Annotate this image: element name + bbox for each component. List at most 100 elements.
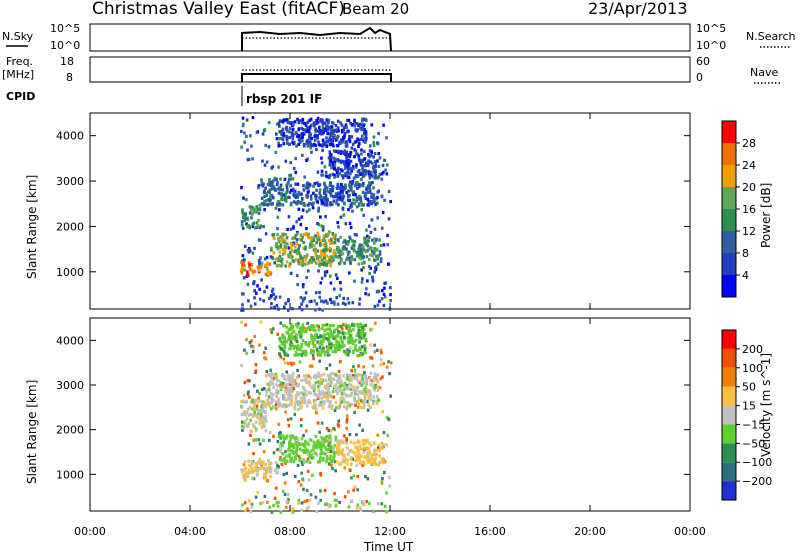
echo-cell: [295, 232, 299, 236]
echo-cell: [316, 340, 319, 344]
echo-cell: [291, 375, 294, 379]
echo-cell: [341, 191, 344, 195]
echo-cell: [338, 197, 341, 202]
echo-cell: [265, 370, 269, 374]
echo-cell: [291, 120, 295, 125]
echo-cell: [322, 456, 325, 461]
echo-cell: [345, 426, 349, 430]
echo-cell: [299, 424, 303, 428]
echo-cell: [347, 387, 350, 391]
echo-cell: [279, 381, 283, 385]
echo-cell: [334, 435, 338, 439]
echo-cell: [385, 136, 388, 140]
echo-cell: [334, 386, 337, 390]
echo-cell: [331, 371, 335, 376]
echo-cell: [313, 138, 317, 142]
echo-cell: [327, 335, 331, 339]
echo-cell: [249, 510, 252, 514]
echo-cell: [288, 452, 291, 456]
echo-cell: [334, 195, 338, 199]
echo-cell: [353, 372, 357, 376]
echo-cell: [318, 188, 322, 192]
echo-cell: [266, 382, 270, 386]
echo-cell: [357, 157, 361, 161]
echo-cell: [262, 182, 266, 186]
echo-cell: [291, 434, 295, 438]
echo-cell: [380, 480, 384, 484]
colorbar-swatch: [722, 348, 736, 368]
echo-cell: [284, 377, 288, 382]
echo-cell: [340, 389, 344, 393]
echo-cell: [364, 455, 367, 459]
echo-cell: [305, 226, 308, 231]
echo-cell: [297, 501, 300, 505]
echo-cell: [284, 404, 288, 408]
echo-cell: [279, 257, 283, 261]
echo-cell: [302, 433, 305, 438]
echo-cell: [294, 258, 298, 262]
echo-cell: [245, 417, 249, 421]
echo-cell: [348, 468, 352, 472]
echo-cell: [358, 302, 361, 306]
echo-cell: [315, 240, 319, 245]
echo-cell: [373, 372, 377, 376]
echo-cell: [349, 387, 353, 391]
echo-cell: [263, 163, 267, 167]
echo-cell: [246, 474, 250, 478]
echo-cell: [247, 299, 250, 303]
echo-cell: [305, 183, 309, 187]
echo-cell: [295, 237, 299, 242]
echo-cell: [320, 249, 323, 253]
echo-cell: [362, 365, 365, 369]
echo-cell: [316, 460, 320, 464]
echo-cell: [289, 203, 293, 207]
echo-cell: [294, 450, 298, 454]
echo-cell: [310, 239, 313, 243]
echo-cell: [306, 457, 310, 461]
echo-cell: [283, 492, 287, 497]
echo-cell: [334, 469, 337, 473]
echo-cell: [292, 330, 296, 334]
echo-cell: [335, 186, 339, 190]
echo-cell: [347, 373, 350, 377]
echo-cell: [329, 449, 333, 454]
echo-cell: [252, 221, 256, 225]
echo-cell: [297, 347, 300, 351]
echo-cell: [256, 224, 260, 228]
echo-cell: [251, 251, 255, 255]
echo-cell: [305, 139, 309, 144]
echo-cell: [277, 144, 281, 148]
echo-cell: [348, 404, 352, 408]
echo-cell: [328, 241, 332, 246]
echo-cell: [287, 298, 290, 302]
echo-cell: [357, 262, 361, 266]
echo-cell: [250, 268, 253, 272]
echo-cell: [336, 445, 339, 449]
echo-cell: [358, 297, 362, 301]
echo-cell: [353, 249, 356, 253]
colorbar-tick-label: −15: [742, 418, 765, 431]
echo-cell: [256, 265, 260, 269]
echo-cell: [254, 495, 258, 499]
echo-cell: [252, 438, 255, 442]
echo-cell: [310, 242, 314, 246]
echo-cell: [312, 375, 316, 379]
echo-cell: [289, 323, 293, 327]
echo-cell: [364, 118, 368, 122]
echo-cell: [263, 257, 267, 261]
echo-cell: [297, 142, 301, 146]
echo-cell: [381, 460, 385, 464]
echo-cell: [344, 258, 348, 262]
echo-cell: [314, 329, 317, 333]
echo-cell: [352, 240, 356, 244]
echo-cell: [380, 172, 384, 176]
echo-cell: [339, 398, 343, 402]
echo-cell: [367, 391, 370, 395]
echo-cell: [282, 472, 286, 477]
echo-cell: [361, 400, 365, 404]
station-title: Christmas Valley East (fitACF): [92, 0, 345, 19]
echo-cell: [364, 386, 367, 390]
echo-cell: [345, 173, 349, 177]
echo-cell: [297, 322, 300, 326]
echo-cell: [292, 236, 295, 240]
